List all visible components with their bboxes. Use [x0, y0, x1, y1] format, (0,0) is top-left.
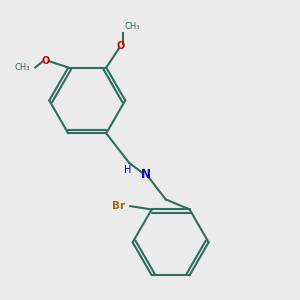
Text: O: O	[117, 41, 125, 51]
Text: Br: Br	[112, 201, 125, 211]
Text: O: O	[42, 56, 50, 66]
Text: N: N	[141, 168, 151, 181]
Text: CH₃: CH₃	[124, 22, 140, 31]
Text: CH₃: CH₃	[15, 63, 30, 72]
Text: H: H	[124, 165, 131, 175]
